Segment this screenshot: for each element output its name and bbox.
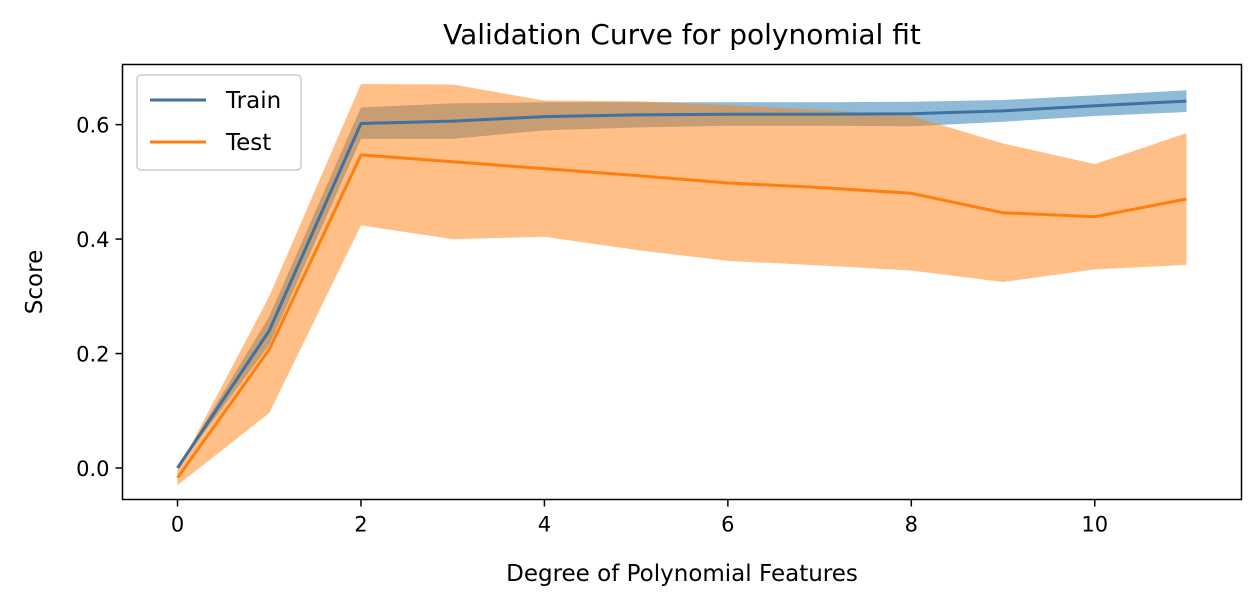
legend: Train Test	[136, 74, 302, 171]
confidence-bands	[177, 83, 1187, 486]
x-tick-label: 6	[721, 513, 734, 537]
x-tick-label: 2	[354, 513, 367, 537]
y-axis-label: Score	[22, 250, 48, 314]
x-axis-label: Degree of Polynomial Features	[506, 561, 858, 587]
series-lines	[176, 99, 1187, 479]
plot-area-frame	[121, 63, 1243, 501]
test-std-band	[177, 83, 1187, 486]
x-tick-label: 8	[905, 513, 918, 537]
x-axis-ticks: 0 2 4 6 8 10	[171, 499, 1108, 537]
y-axis-ticks: 0.0 0.2 0.4 0.6	[76, 114, 123, 481]
y-tick-label: 0.6	[76, 114, 109, 138]
y-tick-label: 0.4	[76, 228, 109, 252]
x-tick-label: 10	[1081, 513, 1108, 537]
train-line	[176, 99, 1187, 469]
legend-label-test: Test	[225, 130, 271, 156]
test-line	[176, 153, 1187, 479]
x-tick-label: 4	[538, 513, 551, 537]
chart-title: Validation Curve for polynomial fit	[443, 18, 921, 51]
x-tick-label: 0	[171, 513, 184, 537]
y-tick-label: 0.2	[76, 343, 109, 367]
legend-label-train: Train	[225, 88, 281, 114]
y-tick-label: 0.0	[76, 457, 109, 481]
